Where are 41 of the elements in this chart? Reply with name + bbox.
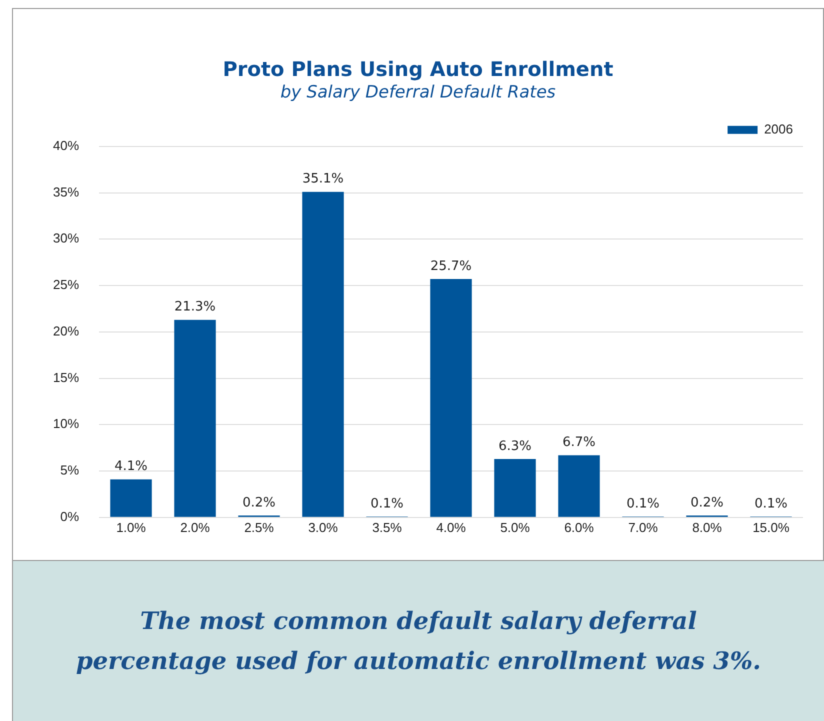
data-label: 25.7% bbox=[430, 258, 472, 274]
data-label: 0.2% bbox=[690, 495, 724, 510]
data-label: 6.3% bbox=[498, 438, 532, 454]
y-tick-label: 25% bbox=[52, 277, 80, 292]
data-label: 35.1% bbox=[302, 172, 344, 187]
x-tick-label: 2.5% bbox=[244, 520, 274, 535]
y-tick-label: 35% bbox=[52, 184, 80, 200]
x-tick-label: 4.0% bbox=[436, 520, 466, 535]
x-tick-label: 15.0% bbox=[752, 520, 790, 535]
x-tick-label: 3.5% bbox=[372, 520, 402, 535]
data-label: 6.7% bbox=[562, 435, 596, 450]
data-label: 0.2% bbox=[242, 495, 276, 510]
bar bbox=[110, 479, 152, 517]
bar bbox=[494, 458, 536, 517]
data-label: 21.3% bbox=[174, 300, 216, 315]
x-tick-label: 7.0% bbox=[628, 520, 658, 535]
legend-label: 2006 bbox=[764, 121, 793, 136]
data-label: 4.1% bbox=[114, 459, 148, 474]
y-tick-label: 30% bbox=[52, 230, 80, 246]
x-tick-label: 8.0% bbox=[692, 520, 722, 535]
data-label: 0.1% bbox=[370, 496, 404, 512]
y-tick-label: 0% bbox=[60, 508, 80, 524]
x-tick-label: 6.0% bbox=[564, 520, 594, 535]
bar bbox=[302, 192, 344, 517]
bar bbox=[174, 320, 216, 517]
data-label: 0.1% bbox=[626, 496, 660, 512]
x-tick-label: 2.0% bbox=[180, 520, 210, 535]
x-tick-label: 3.0% bbox=[308, 520, 338, 535]
x-tick-label: 5.0% bbox=[500, 520, 530, 535]
y-tick-label: 5% bbox=[60, 462, 80, 478]
y-tick-label: 40% bbox=[52, 138, 80, 153]
y-tick-label: 10% bbox=[52, 416, 80, 432]
data-label: 0.1% bbox=[754, 496, 788, 512]
bar bbox=[430, 279, 472, 517]
bar bbox=[558, 455, 600, 517]
chart-title: Proto Plans Using Auto Enrollment bbox=[222, 57, 614, 82]
text: The most common default salary deferral percentage used for automatic enrollment was 3%. bbox=[13, 560, 824, 721]
chart-subtitle: by Salary Deferral Default Rates bbox=[280, 82, 556, 103]
x-tick-label: 1.0% bbox=[116, 520, 146, 535]
y-tick-label: 15% bbox=[52, 370, 80, 385]
y-tick-label: 20% bbox=[52, 323, 80, 338]
